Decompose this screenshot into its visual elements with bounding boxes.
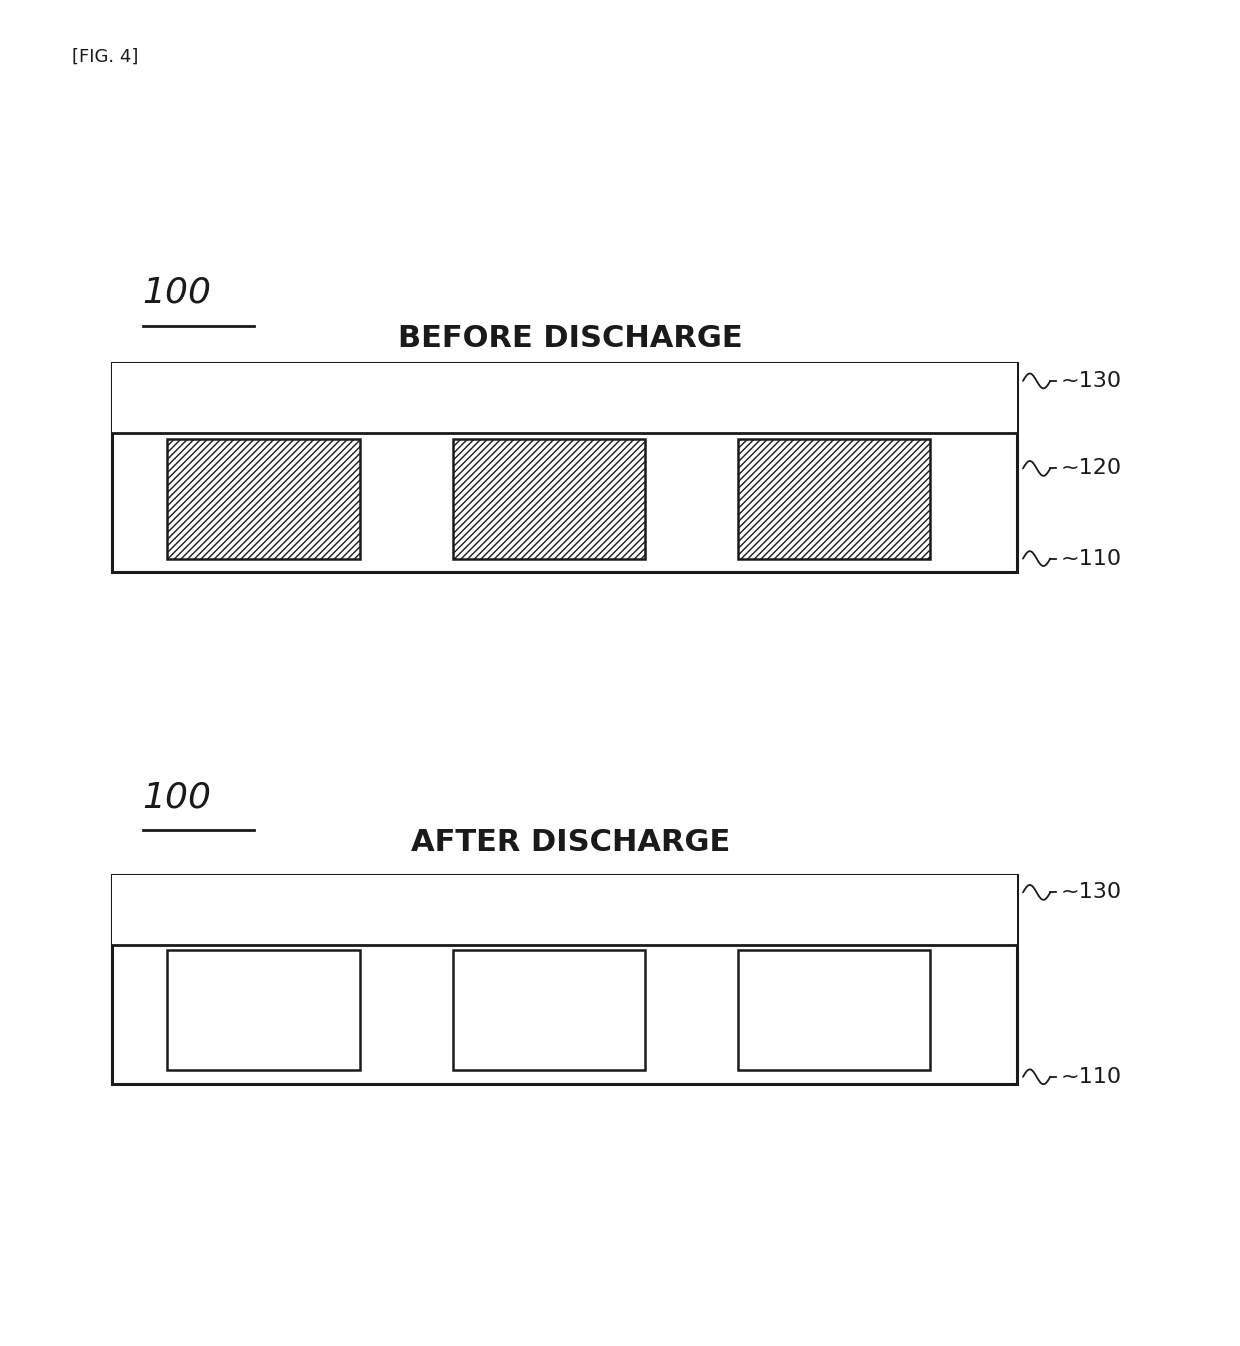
Bar [738,439,930,559]
Bar [112,875,1017,945]
Text: ~110: ~110 [1060,549,1121,568]
Bar [112,363,1017,433]
Text: AFTER DISCHARGE: AFTER DISCHARGE [410,828,730,857]
Text: ~130: ~130 [1060,883,1121,902]
Text: ~110: ~110 [1060,1067,1121,1086]
FancyBboxPatch shape [112,875,1017,1084]
Bar [453,950,645,1070]
Bar [167,950,360,1070]
Text: 100: 100 [143,781,212,814]
Text: 100: 100 [143,276,212,310]
Bar [738,950,930,1070]
Text: [FIG. 4]: [FIG. 4] [72,47,139,66]
Text: ~130: ~130 [1060,371,1121,390]
FancyBboxPatch shape [112,363,1017,572]
Bar [167,439,360,559]
Text: ~120: ~120 [1060,459,1121,478]
Bar [453,439,645,559]
Text: BEFORE DISCHARGE: BEFORE DISCHARGE [398,323,743,353]
